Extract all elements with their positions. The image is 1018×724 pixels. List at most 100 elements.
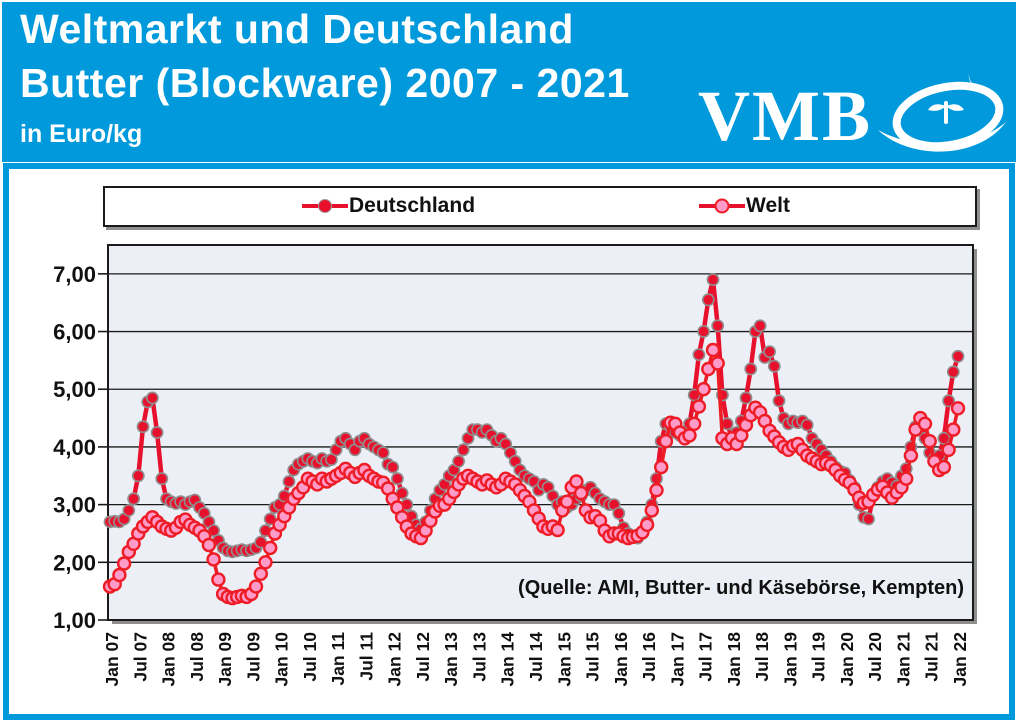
x-tick-label: Jul 09 xyxy=(243,632,263,682)
marker-welt xyxy=(917,416,933,431)
marker-deutschland xyxy=(376,446,390,460)
marker-welt xyxy=(696,382,711,397)
marker-welt xyxy=(654,459,669,475)
x-tick-label: Jan 18 xyxy=(724,632,744,687)
marker-welt xyxy=(573,485,589,501)
marker-welt xyxy=(112,567,127,583)
marker-welt xyxy=(941,442,956,457)
x-tick-label: Jan 20 xyxy=(837,632,857,687)
x-tick-label: Jul 15 xyxy=(583,632,603,682)
x-tick-label: Jan 12 xyxy=(385,632,405,687)
marker-deutschland xyxy=(753,319,767,333)
x-tick-label: Jul 07 xyxy=(130,632,150,682)
x-tick-label: Jan 16 xyxy=(611,632,631,687)
marker-deutschland xyxy=(692,348,706,361)
marker-deutschland xyxy=(701,293,715,307)
marker-deutschland xyxy=(951,349,965,363)
marker-deutschland xyxy=(937,431,951,445)
legend-item-welt: Welt xyxy=(699,188,790,224)
title-line-2: Butter (Blockware) 2007 - 2021 xyxy=(20,60,630,106)
marker-welt xyxy=(691,399,707,414)
marker-welt xyxy=(248,579,264,594)
marker-welt xyxy=(211,572,226,587)
x-tick-label: Jul 17 xyxy=(696,632,716,682)
marker-welt xyxy=(705,342,721,358)
marker-welt xyxy=(687,416,702,431)
marker-welt xyxy=(710,356,725,371)
x-tick-label: Jan 22 xyxy=(950,632,970,687)
marker-deutschland xyxy=(706,273,720,286)
x-tick-label: Jan 11 xyxy=(328,632,348,686)
marker-welt xyxy=(682,428,697,443)
marker-deutschland xyxy=(127,492,140,506)
vmb-swirl-icon xyxy=(878,74,1006,152)
y-tick-label: 5,00 xyxy=(53,377,96,402)
x-tick-label: Jan 19 xyxy=(780,632,800,687)
x-tick-label: Jul 14 xyxy=(526,632,546,682)
marker-deutschland xyxy=(862,512,875,526)
x-tick-label: Jul 18 xyxy=(752,632,772,682)
marker-welt xyxy=(899,471,914,486)
marker-deutschland xyxy=(122,503,136,517)
x-tick-label: Jul 12 xyxy=(413,632,433,682)
x-tick-label: Jul 10 xyxy=(300,632,320,682)
marker-welt xyxy=(263,540,278,556)
vmb-logo-text: VMB xyxy=(698,76,872,156)
marker-deutschland xyxy=(612,506,626,520)
marker-deutschland xyxy=(711,319,725,333)
marker-welt xyxy=(559,494,575,509)
marker-deutschland xyxy=(946,365,960,379)
x-tick-label: Jul 13 xyxy=(469,632,489,682)
y-tick-label: 7,00 xyxy=(53,262,96,287)
marker-deutschland xyxy=(282,475,296,488)
y-tick-label: 4,00 xyxy=(53,435,96,460)
marker-deutschland xyxy=(136,420,150,434)
marker-welt xyxy=(201,537,217,553)
vmb-logo: VMB xyxy=(698,70,1010,162)
x-tick-label: Jan 07 xyxy=(102,632,122,686)
marker-deutschland xyxy=(697,325,710,338)
x-tick-label: Jul 08 xyxy=(187,632,207,682)
marker-deutschland xyxy=(767,359,781,373)
marker-deutschland xyxy=(390,472,404,486)
title-line-1: Weltmarkt und Deutschland xyxy=(20,6,574,52)
x-tick-label: Jul 21 xyxy=(922,632,942,682)
marker-deutschland xyxy=(155,472,169,486)
marker-welt xyxy=(946,422,961,437)
x-tick-label: Jul 20 xyxy=(865,632,885,682)
marker-deutschland xyxy=(145,391,159,405)
legend-item-deutschland: Deutschland xyxy=(302,188,475,224)
title-subtitle: in Euro/kg xyxy=(20,120,143,148)
x-tick-label: Jan 10 xyxy=(272,632,292,687)
x-tick-label: Jan 08 xyxy=(159,632,179,687)
x-tick-label: Jan 15 xyxy=(554,632,574,687)
marker-welt xyxy=(569,474,584,489)
source-note: (Quelle: AMI, Butter- und Käsebörse, Kem… xyxy=(518,577,964,599)
marker-welt xyxy=(644,503,659,518)
marker-deutschland xyxy=(772,394,786,408)
plot-area xyxy=(107,244,974,621)
legend-label-deutschland: Deutschland xyxy=(349,194,476,217)
marker-welt xyxy=(658,434,674,449)
marker-deutschland xyxy=(456,443,470,457)
x-tick-label: Jan 13 xyxy=(441,632,461,687)
legend-label-welt: Welt xyxy=(746,194,790,217)
x-tick-label: Jan 21 xyxy=(893,632,913,687)
marker-welt xyxy=(936,459,952,475)
y-tick-label: 6,00 xyxy=(53,320,96,345)
marker-deutschland xyxy=(763,345,776,359)
marker-welt xyxy=(116,556,132,571)
marker-welt xyxy=(206,552,221,567)
y-tick-label: 1,00 xyxy=(53,608,96,633)
marker-deutschland xyxy=(452,454,465,468)
marker-deutschland xyxy=(739,391,753,405)
marker-deutschland xyxy=(800,418,814,432)
deutschland-marker-icon xyxy=(302,199,348,213)
marker-deutschland xyxy=(744,362,758,376)
marker-welt xyxy=(950,401,966,416)
welt-marker-icon xyxy=(699,198,745,214)
marker-welt xyxy=(922,434,937,449)
marker-welt xyxy=(649,483,664,498)
